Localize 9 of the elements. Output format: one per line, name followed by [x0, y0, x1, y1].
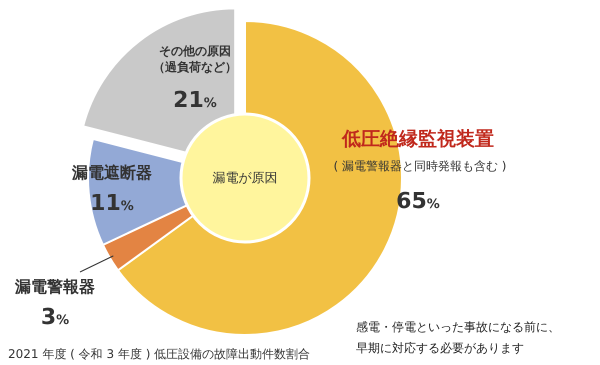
slice-label: 漏電警報器 [14, 277, 95, 296]
slice-label: その他の原因（過負荷など） [153, 44, 237, 74]
data-label: 11% [90, 191, 134, 216]
slice-label: 漏電遮断器 [71, 163, 152, 182]
data-label: 21% [173, 88, 217, 113]
text: 2021 年度 ( 令和 3 年度 ) 低圧設備の故障出動件数割合 [8, 347, 310, 361]
data-label: 3% [40, 305, 70, 330]
text: 漏電が原因 [212, 171, 278, 186]
text: 感電・停電といった事故になる前に、早期に対応する必要があります [356, 320, 560, 355]
